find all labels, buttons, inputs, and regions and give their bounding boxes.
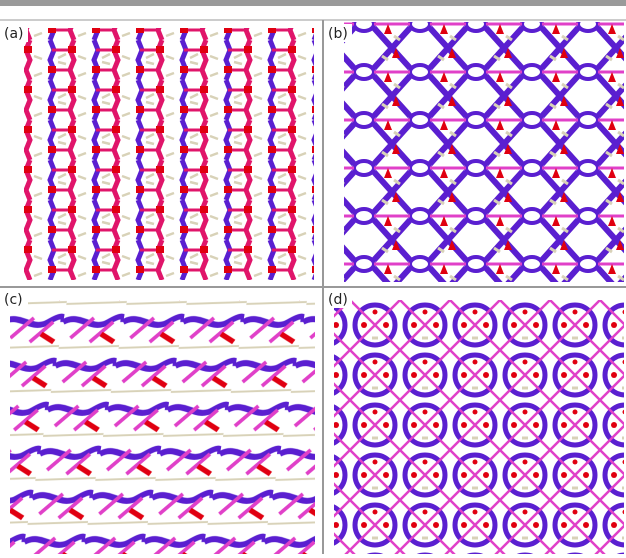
page: (a) (b) (c) (d) (() => { const data = JS…: [0, 0, 626, 554]
top-bar: [0, 0, 626, 6]
structure-d: [334, 300, 624, 554]
structure-c: [10, 300, 315, 554]
figure: (a) (b) (c) (d): [0, 0, 626, 554]
structure-a: [24, 28, 314, 280]
panel-label: (d): [328, 292, 348, 308]
panel-label: (c): [4, 292, 23, 308]
structure-b: [344, 22, 624, 282]
panel-label: (b): [328, 26, 348, 42]
panel-label: (a): [4, 26, 24, 42]
